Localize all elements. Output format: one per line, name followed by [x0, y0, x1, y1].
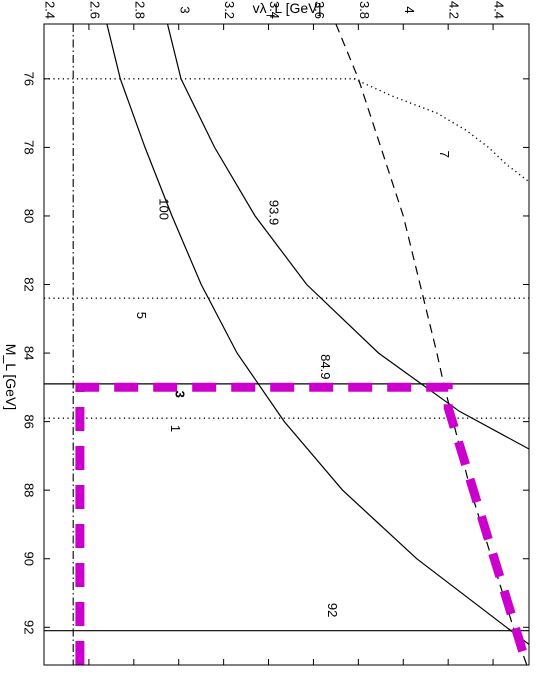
series-line-0 [106, 24, 529, 645]
coupling-tick-label: 3.6 [312, 1, 327, 19]
series-line-10 [75, 382, 529, 665]
coupling-tick-label: 4.2 [447, 1, 462, 19]
chart-curves [44, 24, 529, 665]
curve-label: 3 [172, 391, 187, 398]
coupling-tick-label: 3.4 [267, 1, 282, 19]
curve-label: 84.9 [318, 354, 333, 379]
series-line-5 [353, 78, 529, 183]
curve-label: 1 [168, 425, 183, 432]
mass-tick-label: 90 [22, 552, 37, 566]
plot-frame [43, 23, 530, 666]
coupling-tick-label: 2.8 [132, 1, 147, 19]
curve-label: 7 [437, 151, 452, 158]
mass-tick-label: 86 [22, 414, 37, 428]
coupling-tick-label: 3.8 [357, 1, 372, 19]
coupling-tick-label: 2.6 [87, 1, 102, 19]
x-axis-label: M_L [GeV] [3, 344, 19, 410]
mass-tick-label: 92 [22, 620, 37, 634]
curve-label: 5 [134, 312, 149, 319]
curve-label: 92 [325, 603, 340, 617]
curve-label: 100 [157, 198, 172, 220]
mass-tick-label: 84 [22, 346, 37, 360]
coupling-tick-label: 2.4 [43, 1, 58, 19]
coupling-tick-label: 4 [402, 6, 417, 13]
series-line-1 [166, 24, 529, 450]
coupling-tick-label: 4.4 [492, 1, 507, 19]
mass-tick-label: 76 [22, 72, 37, 86]
mass-tick-label: 88 [22, 483, 37, 497]
annotation-labels: 7 100 93.9 5 84.9 3 1 92 [134, 151, 452, 618]
axis-ticks: 2.4 2.6 2.8 3 3.2 3.4 3.6 3.8 4 4.2 4.4 76 78 80 82 84 8… [22, 1, 529, 665]
mass-tick-label: 82 [22, 277, 37, 291]
coupling-tick-label: 3.2 [222, 1, 237, 19]
mass-tick-label: 78 [22, 140, 37, 154]
y-axis-label: vλ_L [GeV] [253, 0, 322, 16]
coupling-tick-label: 3 [177, 6, 192, 13]
mass-tick-label: 80 [22, 209, 37, 223]
curve-label: 93.9 [267, 200, 282, 225]
